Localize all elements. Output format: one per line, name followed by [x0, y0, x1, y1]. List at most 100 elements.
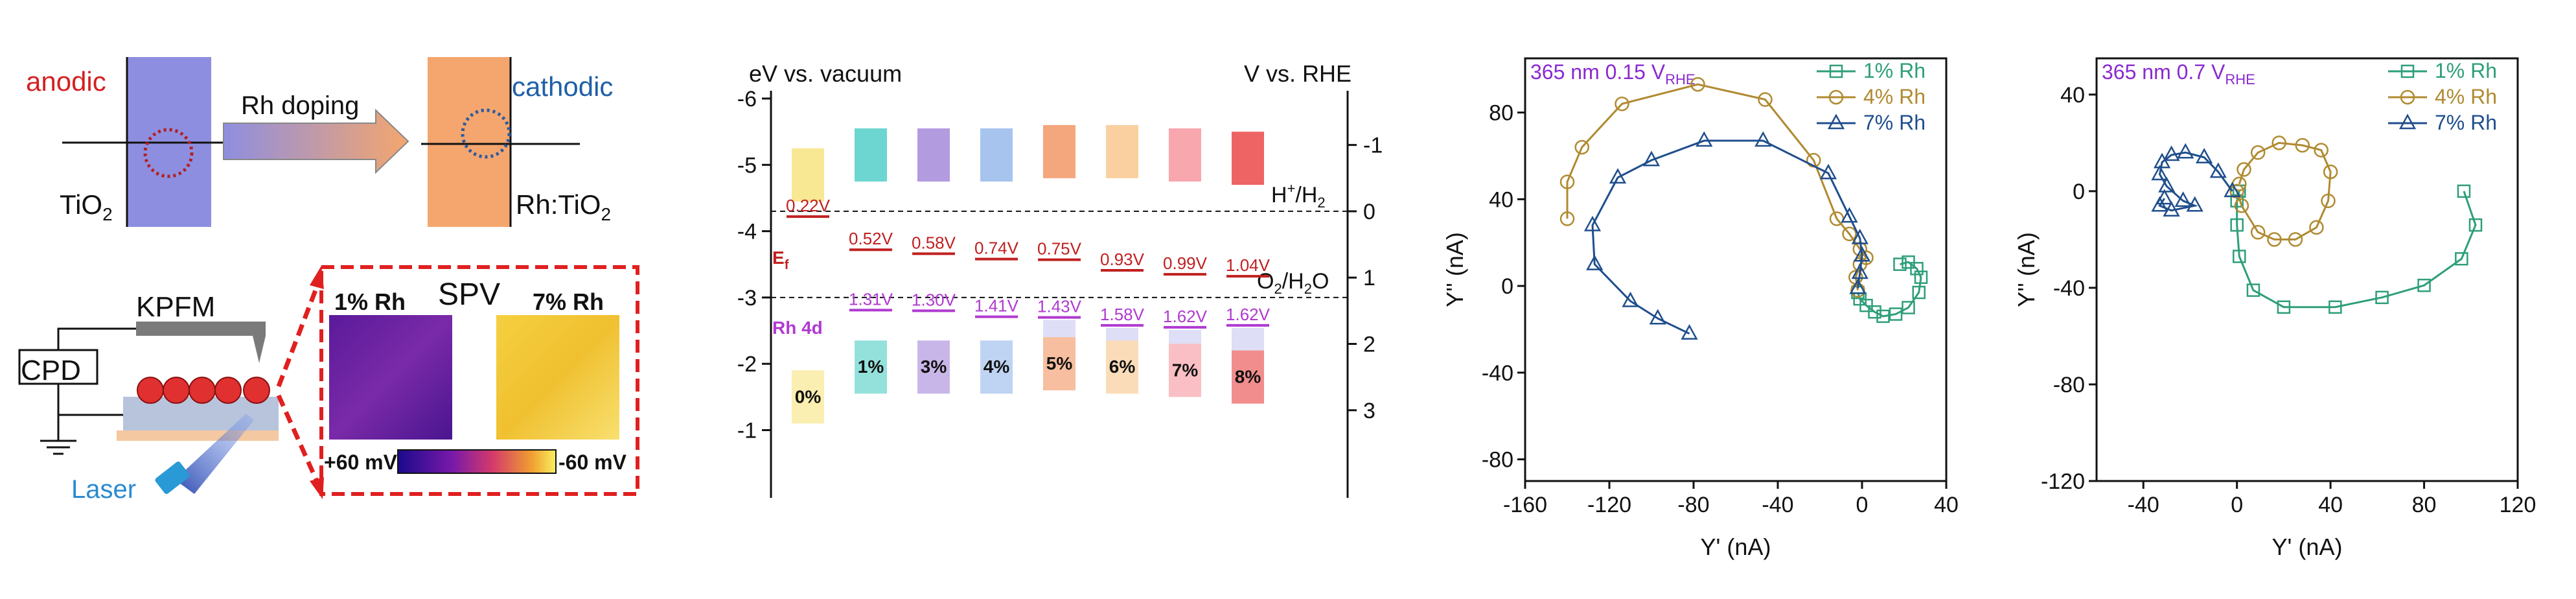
right-tick-label: -1: [1363, 134, 1383, 158]
data-point: [1649, 309, 1666, 325]
data-point: [2250, 225, 2266, 240]
spv-map-right-label: 7% Rh: [533, 288, 604, 315]
left-tick-label: -3: [737, 286, 757, 311]
y-tick-label: -40: [1482, 361, 1513, 386]
valence-band-bar: [1169, 344, 1201, 397]
rhtio2-label: Rh:TiO2: [516, 189, 611, 224]
data-point: [2417, 278, 2431, 292]
legend-marker: [2400, 64, 2415, 78]
x-axis-label: Y' (nA): [2272, 534, 2343, 560]
legend-marker: [2398, 113, 2417, 130]
data-point: [1842, 226, 1857, 242]
energy-level-chart: eV vs. vacuum V vs. RHE -6 -5 -4 -3 -2 -1 -1 0 1…: [737, 60, 1383, 498]
rh4d-level-label: 1.58V: [1100, 305, 1145, 324]
data-point: [2267, 232, 2282, 247]
data-point: [2233, 250, 2246, 263]
series-line: [2236, 191, 2477, 309]
series-line: [2158, 151, 2233, 212]
data-point: [1851, 263, 1869, 279]
data-point: [2288, 232, 2303, 247]
particle-icon: [214, 377, 242, 404]
nyquist-chart-07v: -40 0 40 80 120 -120 -80 -40 0 40 Y' (nA) Y'' (nA) 3…: [2013, 57, 2536, 560]
rh4d-level-label: 1.62V: [1163, 307, 1208, 326]
category-label: 3%: [921, 357, 947, 377]
rh-band-bar: [1169, 329, 1201, 344]
x-tick-label: 40: [1934, 493, 1959, 517]
y-axis-label: Y'' (nA): [2013, 232, 2040, 307]
y-tick-label: 0: [1501, 274, 1513, 299]
data-point: [2455, 252, 2468, 266]
data-point: [1754, 131, 1772, 147]
spv-map-7pct: [496, 315, 619, 440]
conduction-band-bar: [1043, 124, 1075, 178]
data-point: [1851, 228, 1869, 244]
particle-icon: [137, 377, 164, 404]
data-point: [2177, 143, 2194, 159]
data-point: [1912, 285, 1926, 300]
anodic-label: anodic: [26, 66, 106, 97]
data-point: [2321, 193, 2336, 209]
series-line: [1591, 139, 1863, 335]
colorbar-right-label: -60 mV: [558, 451, 627, 474]
fermi-level-label: 0.93V: [1100, 250, 1145, 269]
conduction-band-bar: [792, 148, 824, 202]
data-point: [1622, 291, 1639, 307]
conduction-band-bar: [980, 128, 1013, 182]
legend-marker: [1827, 113, 1845, 130]
y-tick-label: 40: [1489, 187, 1513, 212]
anodic-loop-icon: [143, 128, 194, 178]
zoom-arrow: [276, 284, 320, 388]
data-point: [1868, 305, 1881, 319]
data-point: [2246, 283, 2260, 297]
tio2-label: TiO2: [60, 189, 113, 224]
data-point: [1586, 255, 1604, 270]
data-point: [1889, 307, 1903, 321]
data-point: [1690, 76, 1705, 92]
spv-map-1pct: [329, 315, 452, 440]
substrate-base: [117, 430, 279, 441]
right-tick-label: 2: [1363, 333, 1375, 357]
wire: [57, 327, 136, 350]
particle-icon: [243, 377, 270, 404]
data-point: [2309, 220, 2324, 235]
y-tick-label: 0: [2073, 180, 2085, 204]
fermi-level-label: 0.99V: [1163, 253, 1208, 273]
cathodic-label: cathodic: [512, 71, 613, 102]
valence-band-bar: [1232, 350, 1264, 404]
left-tick-label: -1: [737, 419, 757, 443]
doping-arrow-icon: [223, 108, 409, 174]
cantilever: [136, 322, 266, 336]
spv-map-left-label: 1% Rh: [334, 288, 406, 315]
category-label: 7%: [1172, 360, 1199, 380]
plot-frame: [1524, 57, 1948, 482]
data-point: [1642, 150, 1661, 167]
y-tick-label: -40: [2053, 276, 2085, 301]
data-point: [1876, 309, 1890, 323]
x-tick-label: 120: [2500, 493, 2536, 517]
rh4d-level-label: 1.41V: [974, 296, 1019, 316]
valence-band-bar: [980, 340, 1013, 394]
category-label: 1%: [858, 357, 884, 377]
category-label: 6%: [1109, 357, 1136, 377]
x-tick-label: 40: [2318, 493, 2343, 517]
y-tick-label: -120: [2041, 469, 2085, 494]
colorbar-left-label: +60 mV: [324, 451, 398, 474]
valence-band-bar: [917, 340, 950, 394]
fermi-level-label: 0.58V: [912, 233, 956, 252]
condition-annotation: 365 nm 0.15 VRHE: [1530, 60, 1696, 88]
data-point: [1696, 131, 1713, 147]
right-axis-title: V vs. RHE: [1244, 60, 1351, 87]
rhtio2-block: [428, 57, 511, 227]
rh-band-bar: [1106, 327, 1138, 341]
data-point: [1559, 211, 1575, 226]
x-tick-label: -80: [1677, 493, 1709, 517]
data-point: [2229, 183, 2244, 199]
left-axis-title: eV vs. vacuum: [749, 60, 902, 87]
reference-label: O2/H2O: [1257, 269, 1329, 297]
data-point: [2153, 152, 2171, 169]
rh4d-label: Rh 4d: [772, 318, 823, 338]
right-tick-label: 0: [1363, 200, 1375, 224]
fermi-level-label: 0.52V: [849, 229, 893, 248]
data-point: [1819, 163, 1837, 180]
cpd-label: CPD: [21, 355, 81, 386]
